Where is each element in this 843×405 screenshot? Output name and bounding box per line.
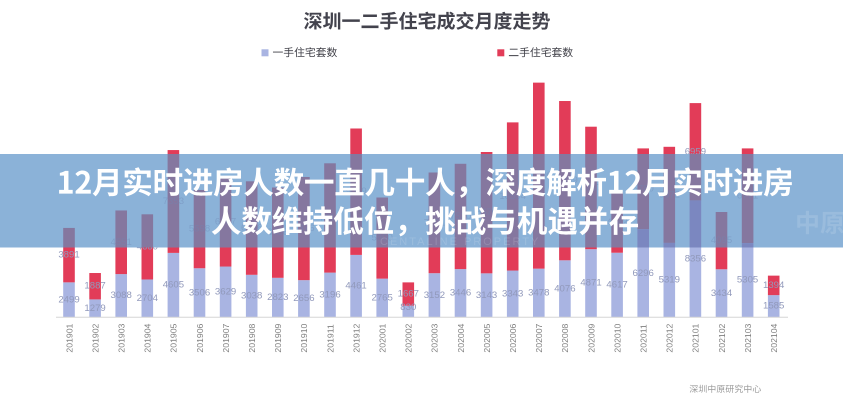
svg-text:5305: 5305 bbox=[737, 275, 758, 286]
svg-text:2704: 2704 bbox=[137, 293, 159, 304]
svg-text:1585: 1585 bbox=[763, 301, 784, 312]
svg-text:1279: 1279 bbox=[84, 303, 105, 314]
svg-text:3343: 3343 bbox=[502, 288, 523, 299]
svg-text:1394: 1394 bbox=[763, 280, 785, 291]
svg-text:4617: 4617 bbox=[606, 280, 627, 291]
svg-text:2656: 2656 bbox=[293, 293, 314, 304]
svg-text:201903: 201903 bbox=[117, 323, 127, 352]
svg-text:4605: 4605 bbox=[163, 280, 184, 291]
svg-text:1667: 1667 bbox=[398, 289, 419, 300]
svg-text:7530: 7530 bbox=[450, 211, 471, 222]
svg-text:CENTALINE PROPERTY: CENTALINE PROPERTY bbox=[380, 236, 540, 248]
svg-text:3478: 3478 bbox=[528, 288, 549, 299]
svg-text:201911: 201911 bbox=[325, 324, 335, 353]
svg-text:3088: 3088 bbox=[111, 290, 132, 301]
svg-text:3196: 3196 bbox=[319, 290, 340, 301]
svg-text:201910: 201910 bbox=[299, 323, 309, 352]
svg-text:6458: 6458 bbox=[267, 227, 288, 238]
svg-text:202008: 202008 bbox=[560, 323, 570, 352]
svg-text:5780: 5780 bbox=[633, 183, 654, 194]
svg-text:201912: 201912 bbox=[351, 323, 361, 352]
svg-text:202005: 202005 bbox=[482, 323, 492, 352]
svg-text:201904: 201904 bbox=[143, 323, 153, 352]
svg-text:8676: 8676 bbox=[476, 207, 497, 218]
svg-text:3446: 3446 bbox=[450, 288, 471, 299]
svg-text:201908: 201908 bbox=[247, 323, 257, 352]
svg-text:6296: 6296 bbox=[633, 268, 654, 279]
svg-text:202001: 202001 bbox=[378, 323, 388, 352]
svg-text:6872: 6872 bbox=[659, 189, 680, 200]
svg-text:5800: 5800 bbox=[372, 233, 393, 244]
svg-text:3152: 3152 bbox=[424, 290, 445, 301]
svg-text:7376: 7376 bbox=[293, 223, 314, 234]
svg-text:201906: 201906 bbox=[195, 323, 205, 352]
svg-text:202012: 202012 bbox=[665, 323, 675, 352]
svg-text:202009: 202009 bbox=[586, 323, 596, 352]
svg-text:201909: 201909 bbox=[273, 323, 283, 352]
svg-text:201902: 201902 bbox=[90, 323, 100, 352]
svg-text:2823: 2823 bbox=[267, 292, 288, 303]
svg-text:202002: 202002 bbox=[404, 323, 414, 352]
svg-text:830: 830 bbox=[400, 302, 416, 313]
svg-text:3434: 3434 bbox=[711, 288, 733, 299]
svg-text:3143: 3143 bbox=[476, 290, 497, 301]
svg-text:6959: 6959 bbox=[685, 146, 706, 157]
svg-text:202104: 202104 bbox=[769, 323, 779, 352]
svg-text:202010: 202010 bbox=[612, 323, 622, 352]
svg-text:1887: 1887 bbox=[84, 281, 105, 292]
svg-text:7201: 7201 bbox=[424, 217, 445, 228]
svg-text:4076: 4076 bbox=[554, 283, 575, 294]
svg-text:7353: 7353 bbox=[163, 196, 184, 207]
svg-text:4551: 4551 bbox=[111, 237, 132, 248]
svg-text:4461: 4461 bbox=[345, 281, 366, 292]
svg-text:201905: 201905 bbox=[169, 323, 179, 352]
svg-text:202003: 202003 bbox=[430, 323, 440, 352]
svg-text:8356: 8356 bbox=[685, 253, 706, 264]
svg-text:202006: 202006 bbox=[508, 323, 518, 352]
svg-text:5319: 5319 bbox=[659, 275, 680, 286]
svg-text:201901: 201901 bbox=[64, 323, 74, 352]
svg-text:4871: 4871 bbox=[580, 278, 601, 289]
svg-text:202102: 202102 bbox=[717, 323, 727, 352]
svg-text:201907: 201907 bbox=[221, 323, 231, 352]
svg-text:2499: 2499 bbox=[58, 294, 79, 305]
svg-text:202004: 202004 bbox=[456, 323, 466, 352]
svg-text:3506: 3506 bbox=[189, 287, 210, 298]
svg-text:4095: 4095 bbox=[711, 235, 732, 246]
svg-text:202011: 202011 bbox=[639, 324, 649, 353]
svg-text:6367: 6367 bbox=[215, 217, 236, 228]
svg-text:3038: 3038 bbox=[241, 291, 262, 302]
svg-text:6771: 6771 bbox=[737, 190, 758, 201]
svg-text:202103: 202103 bbox=[743, 323, 753, 352]
svg-text:202007: 202007 bbox=[534, 323, 544, 352]
svg-text:5598: 5598 bbox=[189, 224, 210, 235]
svg-text:3629: 3629 bbox=[215, 286, 236, 297]
svg-text:10594: 10594 bbox=[499, 191, 526, 202]
svg-text:3891: 3891 bbox=[58, 250, 79, 261]
svg-text:202101: 202101 bbox=[691, 323, 701, 352]
svg-text:2765: 2765 bbox=[372, 293, 393, 304]
